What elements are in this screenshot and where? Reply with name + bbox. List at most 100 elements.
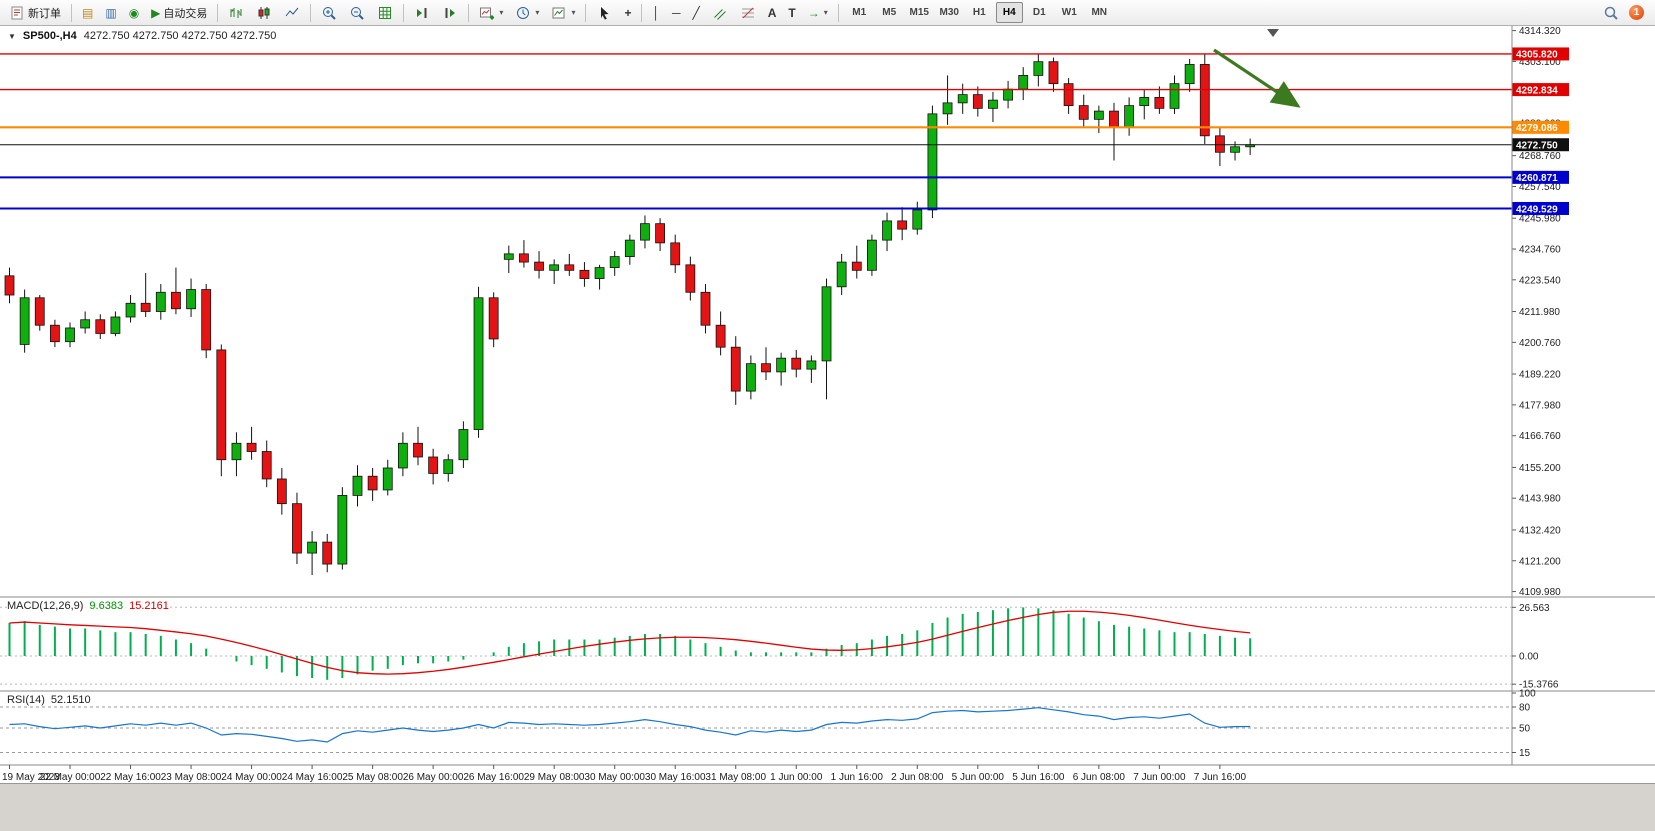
arrows-button[interactable]: → ▾ [803, 2, 833, 23]
toolbar-separator [71, 3, 72, 22]
timeframe-button-h1[interactable]: H1 [966, 2, 993, 23]
candle-up [186, 289, 196, 310]
macd-axis-label: 0.00 [1519, 651, 1539, 662]
line-chart-button[interactable] [279, 2, 305, 23]
price-line-label: 4272.750 [1516, 141, 1558, 152]
bar-chart-button[interactable] [223, 2, 249, 23]
candle-up [988, 99, 998, 109]
candle-down [700, 291, 711, 326]
candle-down [1063, 83, 1074, 107]
price-axis-label: 4314.320 [1519, 26, 1561, 37]
candlestick-chart-button[interactable] [251, 2, 277, 23]
price-axis-label: 4177.980 [1519, 400, 1561, 411]
price-axis-label: 4303.100 [1519, 57, 1561, 68]
trendline-button[interactable]: ╱ [687, 2, 704, 23]
templates-button[interactable]: ▾ [546, 2, 580, 23]
time-axis-label: 1 Jun 00:00 [770, 772, 823, 783]
toolbar-separator [585, 3, 587, 22]
candle-down [367, 475, 378, 491]
new-order-button[interactable]: 新订单 [4, 2, 66, 23]
timeframe-button-mn[interactable]: MN [1086, 2, 1113, 23]
candle-up [624, 239, 635, 257]
fibonacci-icon [741, 7, 754, 18]
text-button[interactable]: A [763, 2, 782, 23]
text-label-button[interactable]: T [783, 2, 800, 23]
candlestick-chart-icon [258, 6, 270, 19]
data-window-button[interactable]: ▥ [100, 2, 121, 23]
price-line-label-box[interactable] [1512, 83, 1569, 97]
navigator-icon: ◉ [128, 5, 140, 20]
chart-shift-button[interactable] [437, 2, 463, 23]
zoom-out-button[interactable] [344, 2, 370, 23]
new-chart-button[interactable]: ▾ [474, 2, 508, 23]
text-label-icon: T [788, 5, 796, 20]
price-axis-label: 4200.760 [1519, 338, 1561, 349]
candle-down [261, 451, 272, 480]
macd-main-value: 9.6383 [89, 600, 124, 612]
crosshair-button[interactable]: + [619, 2, 636, 23]
candle-down [1109, 110, 1119, 128]
main-chart-svg[interactable]: 4314.3204303.1004291.8804280.6604268.760… [0, 26, 1655, 783]
candle-up [867, 239, 877, 271]
zoom-in-icon [323, 6, 337, 20]
navigator-button[interactable]: ◉ [124, 2, 144, 23]
collapse-icon[interactable]: ▼ [8, 31, 16, 41]
candle-down [670, 242, 681, 266]
timeframe-button-w1[interactable]: W1 [1056, 2, 1083, 23]
candles-layer [4, 54, 1256, 576]
search-button[interactable] [1598, 2, 1624, 23]
price-line-label-box[interactable] [1512, 138, 1569, 152]
price-axis-label: 4143.980 [1519, 494, 1561, 505]
price-axis-label: 4245.980 [1519, 214, 1561, 225]
candle-down [579, 269, 590, 279]
candle-down [519, 253, 529, 263]
candle-down [685, 264, 696, 293]
data-window-icon: ▥ [105, 5, 117, 20]
rsi-axis-label: 50 [1519, 724, 1531, 735]
timeframe-button-m5[interactable]: M5 [876, 2, 903, 23]
market-watch-button[interactable]: ▤ [77, 2, 98, 23]
timeframe-button-m30[interactable]: M30 [936, 2, 963, 23]
candle-down [140, 302, 151, 312]
candle-up [594, 267, 605, 279]
auto-trading-button[interactable]: ▶ 自动交易 [146, 2, 212, 23]
timeframe-button-m1[interactable]: M1 [846, 2, 873, 23]
price-line-label: 4249.529 [1516, 204, 1558, 215]
rsi-line [9, 707, 1251, 743]
timeframe-button-h4[interactable]: H4 [995, 2, 1023, 23]
price-line-label-box[interactable] [1512, 120, 1569, 134]
time-axis-label: 5 Jun 16:00 [1012, 772, 1065, 783]
price-line-label-box[interactable] [1512, 47, 1569, 61]
chart-shift-marker[interactable] [1267, 29, 1279, 37]
macd-axis-label: -15.3766 [1519, 680, 1559, 691]
timeframe-button-m15[interactable]: M15 [906, 2, 933, 23]
equidistant-channel-button[interactable] [707, 2, 733, 23]
candle-up [1139, 96, 1150, 107]
candle-down [1154, 96, 1165, 109]
arrows-icon: → [807, 5, 820, 20]
periods-button[interactable]: ▾ [510, 2, 544, 23]
candle-down [276, 478, 287, 505]
auto-scroll-button[interactable] [409, 2, 435, 23]
price-line-label: 4305.820 [1516, 50, 1558, 61]
cursor-button[interactable] [591, 2, 617, 23]
price-line-label-box[interactable] [1512, 201, 1569, 215]
annotation-arrow[interactable] [1213, 48, 1301, 108]
price-line-label-box[interactable] [1512, 170, 1569, 184]
zoom-in-button[interactable] [316, 2, 342, 23]
price-axis-label: 4132.420 [1519, 525, 1561, 536]
status-strip [0, 783, 1655, 831]
price-axis-label: 4189.220 [1519, 370, 1561, 381]
toolbar-separator [403, 3, 405, 22]
time-axis-label: 23 May 08:00 [161, 772, 222, 783]
horizontal-line-button[interactable]: ─ [667, 2, 686, 23]
fibonacci-button[interactable] [735, 2, 761, 23]
timeframe-button-d1[interactable]: D1 [1026, 2, 1053, 23]
candle-down [95, 319, 106, 334]
grid-button[interactable] [372, 2, 398, 23]
notification-badge[interactable]: 1 [1629, 5, 1644, 20]
candle-up [382, 467, 393, 491]
vertical-line-button[interactable]: │ [647, 2, 665, 23]
rsi-axis-label: 80 [1519, 703, 1531, 714]
